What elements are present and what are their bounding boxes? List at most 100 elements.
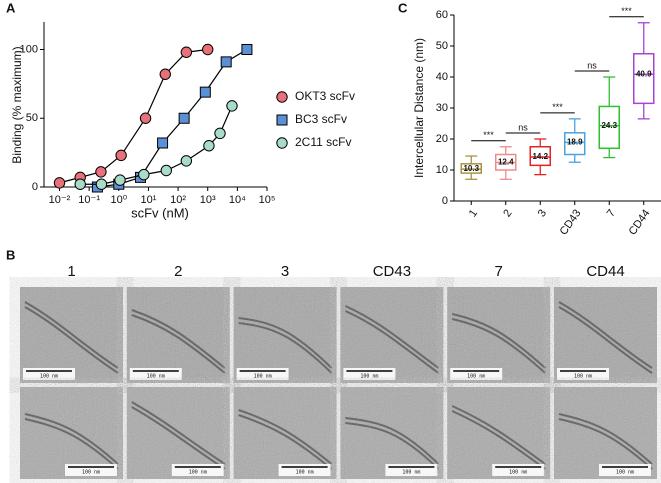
scale-label: 100 nm xyxy=(40,374,58,380)
micrograph-texture xyxy=(340,387,444,479)
box xyxy=(598,105,620,150)
x-axis-label: scFv (nM) xyxy=(131,205,189,220)
x-tick-label: 10⁵ xyxy=(259,194,276,206)
micrograph-texture xyxy=(447,387,551,479)
micrograph-texture xyxy=(233,387,337,479)
micrograph-texture xyxy=(340,287,444,383)
marker xyxy=(226,100,238,112)
scale-label: 100 nm xyxy=(616,470,634,476)
marker xyxy=(53,177,66,189)
membrane xyxy=(345,422,440,470)
box xyxy=(564,132,586,156)
median-label: 10.3 xyxy=(463,164,479,173)
y-axis-label: Intercellular Distance (nm) xyxy=(412,38,426,178)
membrane xyxy=(24,418,119,470)
median-label: 14.2 xyxy=(532,152,548,161)
y-tick-label: 0 xyxy=(442,195,448,207)
scale-label: 100 nm xyxy=(509,470,527,476)
column-label: 1 xyxy=(67,263,75,280)
scale-label: 100 nm xyxy=(296,470,314,476)
column-label: CD44 xyxy=(586,263,624,280)
membrane xyxy=(558,418,653,470)
y-tick-label: 60 xyxy=(436,9,448,21)
x-tick-label: 10⁴ xyxy=(229,194,246,206)
membrane xyxy=(558,306,653,374)
marker xyxy=(95,166,107,178)
y-tick-label: 20 xyxy=(436,133,448,145)
marker xyxy=(180,46,193,58)
column-label: 7 xyxy=(495,263,503,280)
x-tick-label: 1 xyxy=(467,208,480,220)
micrograph: 100 nm xyxy=(447,387,551,479)
membrane xyxy=(451,318,546,374)
membrane xyxy=(451,313,546,369)
column-label: 2 xyxy=(174,263,182,280)
marker xyxy=(74,178,86,190)
scale-label: 100 nm xyxy=(360,374,378,380)
micrograph: 100 nm xyxy=(126,287,230,383)
micrograph-texture xyxy=(20,387,123,479)
scale-label: 100 nm xyxy=(82,470,100,476)
y-axis-label: Binding (% maximum) xyxy=(10,46,24,163)
series-line xyxy=(97,48,248,188)
membrane xyxy=(558,301,653,369)
marker xyxy=(114,174,126,186)
membrane xyxy=(344,305,439,369)
scale-label: 100 nm xyxy=(189,470,207,476)
micrograph: 100 nm xyxy=(20,287,123,383)
micrograph-texture xyxy=(126,287,230,383)
box xyxy=(633,53,655,105)
marker xyxy=(159,68,171,80)
marker xyxy=(203,140,215,152)
median-label: 24.3 xyxy=(601,121,617,130)
membrane xyxy=(238,322,333,374)
comparison-label: ns xyxy=(587,60,597,70)
micrograph-texture xyxy=(447,287,551,383)
legend-label: OKT3 scFv xyxy=(295,89,355,103)
x-tick-label: 10⁻² xyxy=(49,194,71,206)
comparison-label: *** xyxy=(483,130,494,140)
median-label: 18.9 xyxy=(567,138,583,147)
membrane xyxy=(558,413,653,465)
median-label: 40.9 xyxy=(636,69,652,78)
marker xyxy=(115,149,127,162)
marker xyxy=(199,86,211,98)
x-tick-label: 10³ xyxy=(200,194,216,206)
membrane xyxy=(131,309,226,369)
comparison-label: *** xyxy=(621,6,632,16)
marker xyxy=(157,137,169,149)
column-label: CD43 xyxy=(373,263,411,280)
scale-label: 100 nm xyxy=(402,470,420,476)
membrane xyxy=(238,409,333,465)
y-tick-label: 30 xyxy=(436,102,448,114)
marker xyxy=(139,112,152,124)
panel-label: C xyxy=(398,0,408,15)
membrane xyxy=(238,317,333,369)
micrograph: 100 nm xyxy=(233,287,337,383)
x-tick-label: CD43 xyxy=(558,208,584,238)
scale-label: 100 nm xyxy=(467,374,485,380)
panel-label: A xyxy=(6,0,16,15)
scale-label: 100 nm xyxy=(147,374,165,380)
micrograph-texture xyxy=(233,287,337,383)
membrane xyxy=(345,417,440,465)
y-tick-label: 50 xyxy=(436,40,448,52)
membrane xyxy=(451,410,546,470)
micrograph: 100 nm xyxy=(126,387,230,479)
comparison-label: ns xyxy=(518,122,528,132)
x-tick-label: 10⁰ xyxy=(110,194,127,206)
micrograph: 100 nm xyxy=(554,287,657,383)
scale-label: 100 nm xyxy=(574,374,592,380)
x-tick-label: CD44 xyxy=(627,208,653,238)
micrograph: 100 nm xyxy=(20,387,123,479)
comparison-label: *** xyxy=(552,102,563,112)
y-tick-label: 40 xyxy=(436,71,448,83)
marker xyxy=(241,44,253,55)
marker xyxy=(202,43,214,56)
micrograph: 100 nm xyxy=(340,287,444,383)
y-tick-label: 10 xyxy=(436,164,448,176)
x-tick-label: 10⁻¹ xyxy=(78,194,100,206)
x-tick-label: 7 xyxy=(605,208,618,220)
micrograph: 100 nm xyxy=(554,387,657,479)
